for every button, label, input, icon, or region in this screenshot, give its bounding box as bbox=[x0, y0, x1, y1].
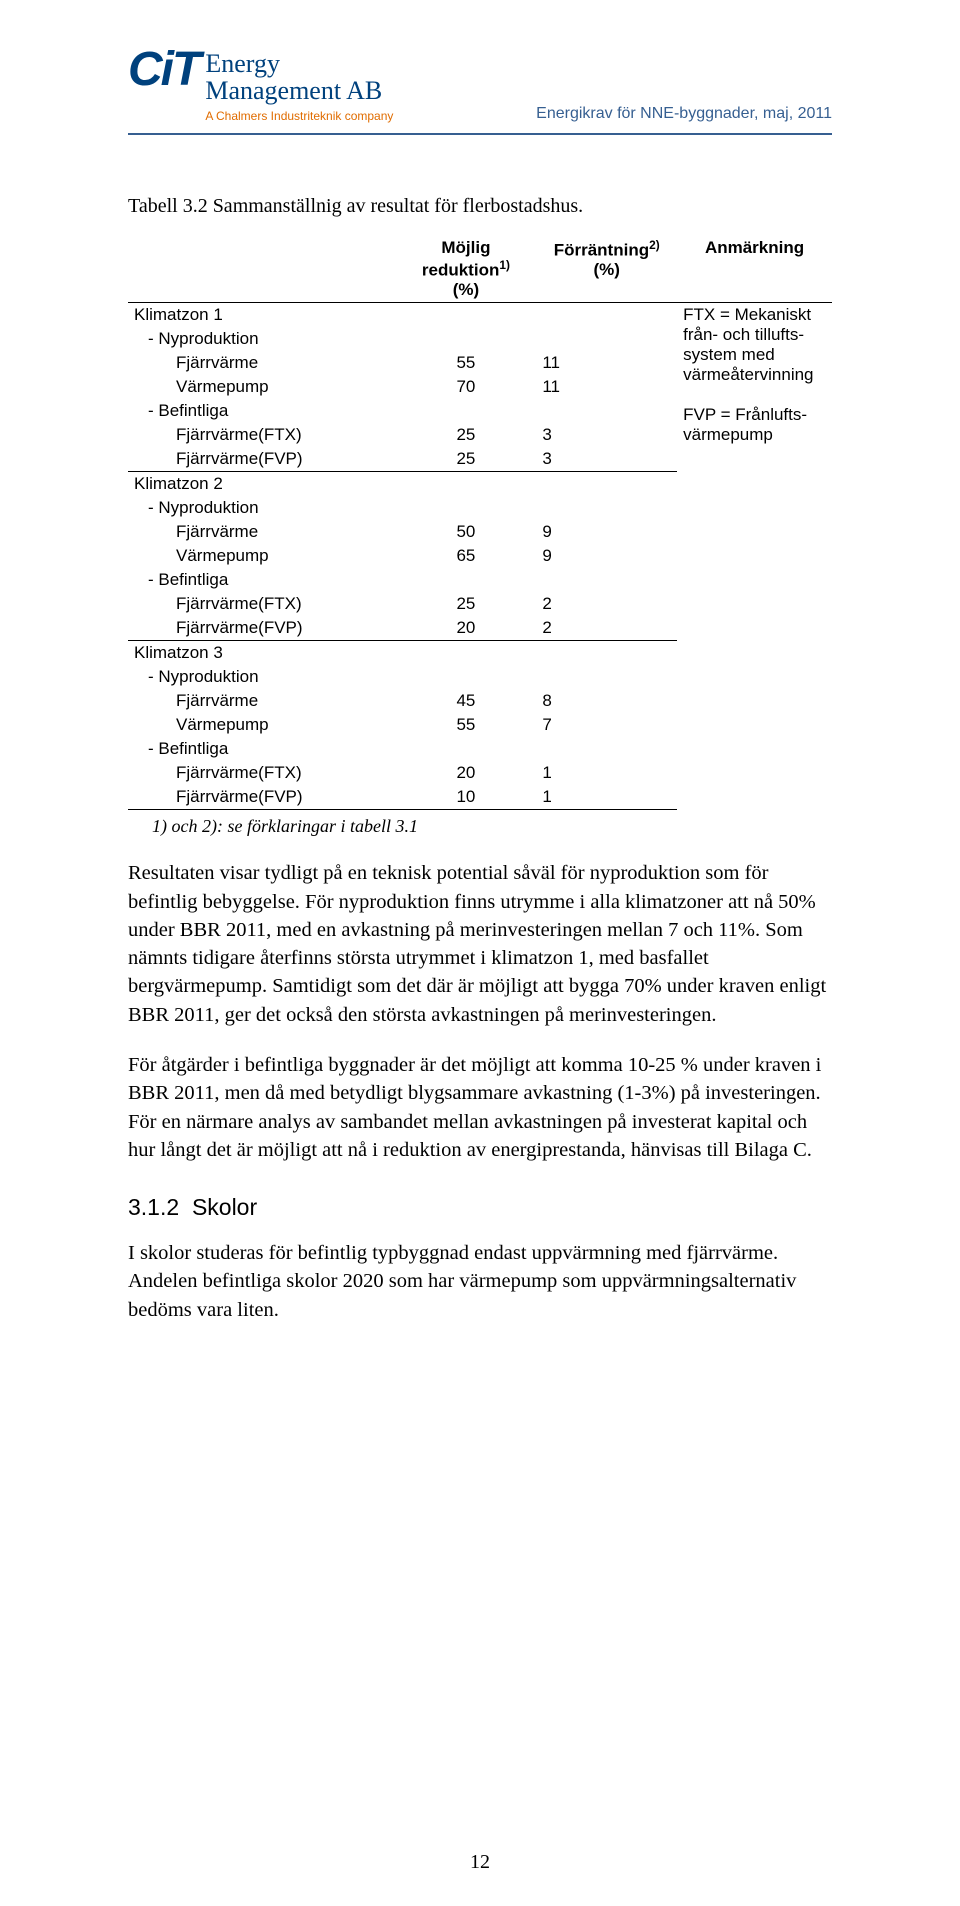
paragraph-results: Resultaten visar tydligt på en teknisk p… bbox=[128, 859, 832, 1029]
table-cell-remark: FTX = Mekanisktfrån- och tillufts-system… bbox=[677, 303, 832, 472]
table-cell-return: 7 bbox=[536, 713, 677, 737]
col-reduction-sup: 1) bbox=[499, 258, 510, 272]
table-cell-return: 2 bbox=[536, 592, 677, 616]
doc-meta: Energikrav för NNE-byggnader, maj, 2011 bbox=[536, 105, 832, 123]
table-row-label: Klimatzon 2 bbox=[128, 472, 396, 497]
table-cell-reduction: 10 bbox=[396, 785, 537, 810]
col-reduction: Möjlig reduktion1) (%) bbox=[396, 236, 537, 303]
table-row-label: - Nyproduktion bbox=[128, 665, 396, 689]
logo-wordmark: CiT bbox=[128, 48, 199, 91]
table-row-label: Klimatzon 1 bbox=[128, 303, 396, 328]
table-cell-reduction bbox=[396, 568, 537, 592]
section-heading: 3.1.2 Skolor bbox=[128, 1194, 832, 1221]
table-row-label: Fjärrvärme(FVP) bbox=[128, 447, 396, 472]
table-cell-return bbox=[536, 568, 677, 592]
table-caption: Tabell 3.2 Sammanställnig av resultat fö… bbox=[128, 195, 832, 218]
table-cell-reduction bbox=[396, 472, 537, 497]
logo-text: Energy Management AB A Chalmers Industri… bbox=[205, 50, 393, 123]
table-row-label: Klimatzon 3 bbox=[128, 641, 396, 666]
table-cell-return bbox=[536, 665, 677, 689]
table-body: Klimatzon 1 FTX = Mekanisktfrån- och till… bbox=[128, 303, 832, 810]
table-row-label: - Befintliga bbox=[128, 737, 396, 761]
table-row-label: Fjärrvärme bbox=[128, 520, 396, 544]
table-cell-reduction bbox=[396, 665, 537, 689]
table-cell-return: 2 bbox=[536, 616, 677, 641]
table-footnote: 1) och 2): se förklaringar i tabell 3.1 bbox=[128, 816, 832, 837]
page: CiT Energy Management AB A Chalmers Indu… bbox=[0, 0, 960, 1906]
table-row-label: Fjärrvärme bbox=[128, 689, 396, 713]
table-cell-return: 1 bbox=[536, 785, 677, 810]
table-row-label: Fjärrvärme(FTX) bbox=[128, 423, 396, 447]
table-row-label: - Befintliga bbox=[128, 399, 396, 423]
table-cell-reduction bbox=[396, 737, 537, 761]
section-number: 3.1.2 bbox=[128, 1194, 179, 1220]
paragraph-schools: I skolor studeras för befintlig typbyggn… bbox=[128, 1239, 832, 1324]
table-cell-return: 9 bbox=[536, 520, 677, 544]
table-head: Möjlig reduktion1) (%) Förräntning2) (%)… bbox=[128, 236, 832, 303]
table-cell-return: 3 bbox=[536, 423, 677, 447]
logo-line2: Management AB bbox=[205, 77, 393, 104]
results-table: Möjlig reduktion1) (%) Förräntning2) (%)… bbox=[128, 236, 832, 811]
table-row-label: Fjärrvärme(FTX) bbox=[128, 761, 396, 785]
table-cell-reduction: 20 bbox=[396, 761, 537, 785]
table-row-label: - Nyproduktion bbox=[128, 327, 396, 351]
table-cell-reduction bbox=[396, 399, 537, 423]
logo: CiT Energy Management AB A Chalmers Indu… bbox=[128, 48, 393, 123]
table-cell-remark bbox=[677, 641, 832, 810]
table-cell-reduction: 25 bbox=[396, 592, 537, 616]
table-cell-remark bbox=[677, 472, 832, 641]
page-number: 12 bbox=[0, 1851, 960, 1874]
table-cell-return bbox=[536, 496, 677, 520]
table-cell-return: 11 bbox=[536, 351, 677, 375]
table-cell-reduction bbox=[396, 303, 537, 328]
table-row-label: Fjärrvärme(FTX) bbox=[128, 592, 396, 616]
table-row-label: Värmepump bbox=[128, 713, 396, 737]
table-cell-return bbox=[536, 737, 677, 761]
table-cell-reduction bbox=[396, 641, 537, 666]
table-row-label: Värmepump bbox=[128, 544, 396, 568]
col-return: Förräntning2) (%) bbox=[536, 236, 677, 303]
table-row-label: Fjärrvärme bbox=[128, 351, 396, 375]
table-cell-reduction: 55 bbox=[396, 713, 537, 737]
logo-line1: Energy bbox=[205, 50, 393, 77]
table-cell-reduction: 25 bbox=[396, 447, 537, 472]
table-cell-return bbox=[536, 472, 677, 497]
table-cell-reduction: 20 bbox=[396, 616, 537, 641]
table-cell-return: 3 bbox=[536, 447, 677, 472]
table-cell-return: 8 bbox=[536, 689, 677, 713]
table-row-label: - Nyproduktion bbox=[128, 496, 396, 520]
col-return-sup: 2) bbox=[649, 238, 660, 252]
page-header: CiT Energy Management AB A Chalmers Indu… bbox=[128, 48, 832, 135]
table-cell-reduction bbox=[396, 496, 537, 520]
col-reduction-text: Möjlig reduktion bbox=[422, 238, 499, 280]
table-cell-return bbox=[536, 327, 677, 351]
table-row-label: Värmepump bbox=[128, 375, 396, 399]
col-return-unit: (%) bbox=[593, 260, 619, 279]
table-cell-return: 9 bbox=[536, 544, 677, 568]
table-cell-reduction: 50 bbox=[396, 520, 537, 544]
table-cell-reduction bbox=[396, 327, 537, 351]
table-cell-return bbox=[536, 641, 677, 666]
col-note: Anmärkning bbox=[677, 236, 832, 303]
table-row-label: Fjärrvärme(FVP) bbox=[128, 785, 396, 810]
table-cell-return: 1 bbox=[536, 761, 677, 785]
section-title: Skolor bbox=[192, 1194, 257, 1220]
table-row-label: - Befintliga bbox=[128, 568, 396, 592]
table-cell-reduction: 45 bbox=[396, 689, 537, 713]
table-cell-reduction: 25 bbox=[396, 423, 537, 447]
paragraph-existing: För åtgärder i befintliga byggnader är d… bbox=[128, 1051, 832, 1164]
col-label bbox=[128, 236, 396, 303]
table-cell-return: 11 bbox=[536, 375, 677, 399]
table-row-label: Fjärrvärme(FVP) bbox=[128, 616, 396, 641]
logo-mark: CiT bbox=[128, 48, 199, 91]
table-cell-return bbox=[536, 303, 677, 328]
logo-tagline: A Chalmers Industriteknik company bbox=[205, 109, 393, 123]
col-reduction-unit: (%) bbox=[453, 280, 479, 299]
col-return-text: Förräntning bbox=[554, 240, 649, 259]
table-cell-reduction: 65 bbox=[396, 544, 537, 568]
table-cell-reduction: 70 bbox=[396, 375, 537, 399]
table-cell-reduction: 55 bbox=[396, 351, 537, 375]
table-cell-return bbox=[536, 399, 677, 423]
